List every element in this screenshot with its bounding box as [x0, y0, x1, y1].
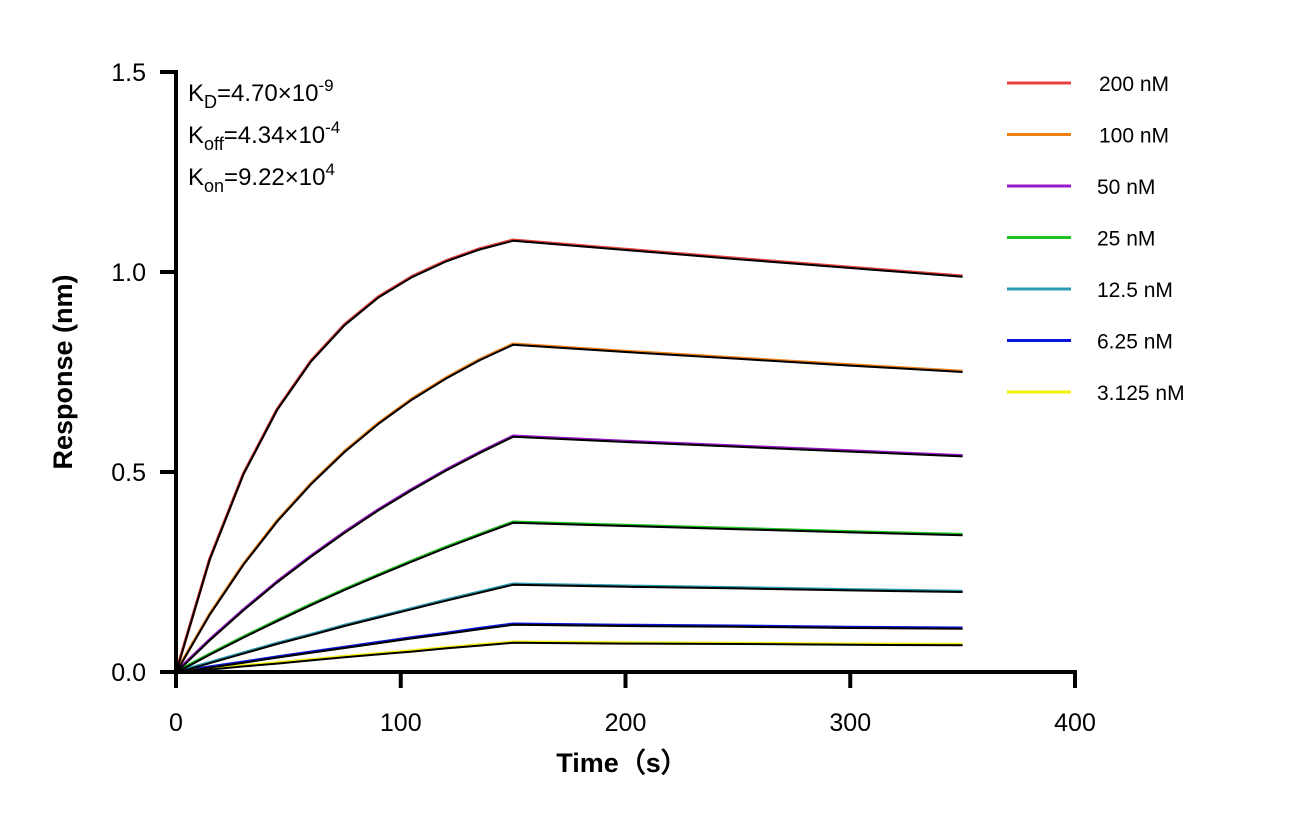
axes	[174, 70, 1077, 674]
constant-symbol: K	[188, 80, 204, 107]
y-tick-label: 0.5	[111, 459, 146, 487]
series-line-3.125-nM	[175, 640, 963, 674]
series-line-25-nM	[175, 520, 963, 674]
fit-line-50-nM	[175, 435, 963, 674]
x-tick-label: 300	[829, 709, 871, 737]
constant-symbol: K	[188, 122, 204, 149]
x-tick-label: 100	[380, 709, 422, 737]
legend-label: 25 nM	[1097, 228, 1155, 251]
legend-item: 200 nM	[1007, 73, 1169, 96]
legend-label: 12.5 nM	[1097, 279, 1173, 302]
constant-exponent: -4	[325, 118, 340, 137]
kinetic-constant: KD=4.70×10-9	[188, 76, 334, 112]
legend-item: 6.25 nM	[1007, 331, 1173, 354]
legend-item: 100 nM	[1007, 125, 1169, 148]
y-axis-title: Response (nm)	[48, 274, 78, 469]
x-tick-label: 0	[169, 709, 183, 737]
kinetic-constant: Koff=4.34×10-4	[188, 118, 340, 154]
fit-line-200-nM	[175, 239, 963, 674]
y-tick-label: 1.5	[111, 59, 146, 87]
legend-label: 3.125 nM	[1097, 382, 1185, 405]
x-tick-label: 400	[1054, 709, 1096, 737]
constant-subscript: on	[204, 176, 224, 196]
series-line-200-nM	[174, 238, 963, 673]
constant-subscript: off	[204, 134, 225, 154]
legend-item: 12.5 nM	[1007, 279, 1173, 302]
legend-item: 25 nM	[1007, 228, 1155, 251]
x-tick-label: 200	[605, 709, 647, 737]
x-axis-title: Time（s）	[556, 748, 688, 778]
legend-label: 100 nM	[1099, 125, 1169, 148]
fit-line-12.5-nM	[175, 583, 963, 674]
kinetic-constant: Kon=9.22×104	[188, 160, 335, 196]
fit-line-6.25-nM	[175, 623, 963, 674]
legend-label: 200 nM	[1099, 73, 1169, 96]
y-tick-label: 0.0	[111, 659, 146, 687]
series-line-100-nM	[174, 342, 963, 673]
constant-subscript: D	[204, 92, 217, 112]
legend-label: 50 nM	[1097, 176, 1155, 199]
ticks: 0 100 200 300 400 0.0 0.5 1.0 1.5	[111, 59, 1096, 737]
legend-label: 6.25 nM	[1097, 331, 1173, 354]
series-line-50-nM	[174, 434, 963, 674]
legend-item: 3.125 nM	[1007, 382, 1185, 405]
constant-exponent: -9	[318, 76, 333, 95]
fit-line-25-nM	[175, 521, 963, 674]
constant-exponent: 4	[325, 160, 334, 179]
legend-item: 50 nM	[1007, 176, 1155, 199]
constant-value: =4.70×10	[217, 80, 318, 107]
y-tick-label: 1.0	[111, 259, 146, 287]
constant-value: =4.34×10	[224, 122, 325, 149]
series-layer	[174, 238, 963, 674]
constant-symbol: K	[188, 164, 204, 191]
fit-line-3.125-nM	[175, 641, 963, 674]
series-line-6.25-nM	[175, 622, 963, 674]
legend: 200 nM 100 nM 50 nM 25 nM 12.5 nM 6.25 nM 3.12…	[1007, 73, 1185, 405]
fit-line-100-nM	[175, 343, 963, 674]
constant-value: =9.22×10	[224, 164, 325, 191]
